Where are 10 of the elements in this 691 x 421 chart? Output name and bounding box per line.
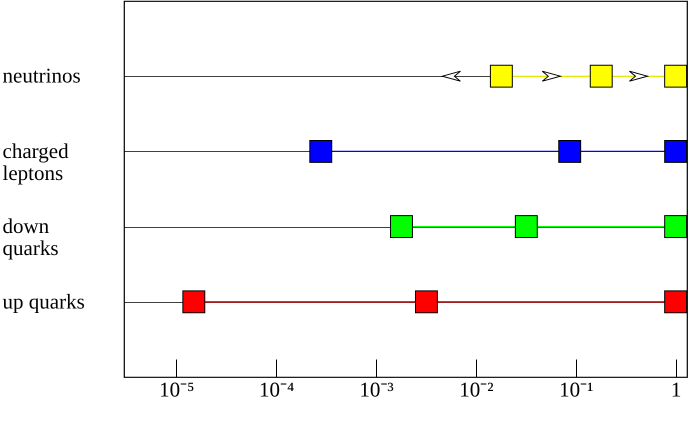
x-tick-label: 10⁻¹ xyxy=(559,378,594,402)
x-tick-label: 10⁻⁴ xyxy=(258,378,294,402)
x-tick-label: 1 xyxy=(670,378,682,402)
x-tick-label: 10⁻³ xyxy=(359,378,394,402)
y-tick-label: up quarks xyxy=(2,289,85,314)
y-tick-label: charged leptons xyxy=(2,138,70,185)
x-tick-label: 10⁻² xyxy=(459,378,494,402)
y-tick-label: neutrinos xyxy=(2,64,81,88)
y-tick-label: down quarks xyxy=(2,214,58,260)
x-tick-label: 10⁻⁵ xyxy=(159,378,194,402)
